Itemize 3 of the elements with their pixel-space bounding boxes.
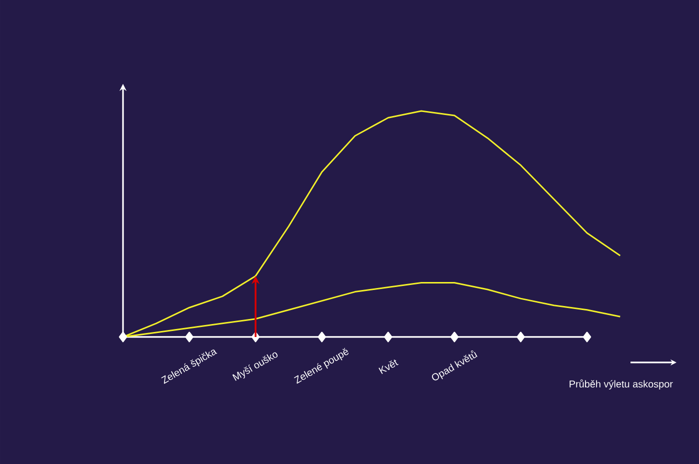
x-tick-label: Myší ouško xyxy=(232,352,278,381)
x-axis-title: Průběh výletu askospor xyxy=(570,379,673,390)
x-tick-label: Květ xyxy=(378,359,399,374)
